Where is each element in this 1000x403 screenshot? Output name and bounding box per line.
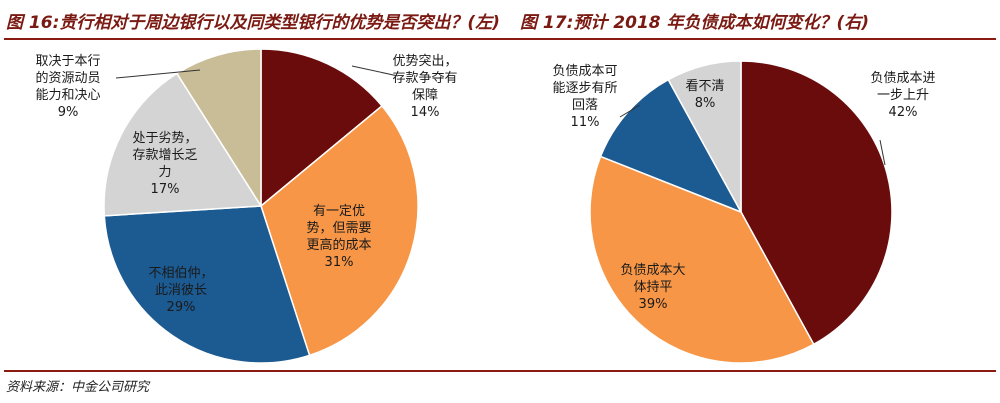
pie1-category-label-2: 有一定优 (313, 204, 365, 219)
pie2-category-label-1: 一步上升 (877, 88, 929, 103)
pie2-value-label-3: 11% (571, 115, 600, 130)
pie1-leader-line-1 (351, 65, 399, 77)
pie1-category-label-5: 的资源动员 (35, 70, 100, 86)
pie2-category-label-3: 负债成本可 (552, 64, 617, 79)
pie2-slice-4 (667, 60, 742, 213)
pie1-value-label-2: 31% (325, 255, 354, 270)
pie2-category-label-3: 回落 (572, 98, 598, 113)
title-rule (4, 38, 996, 40)
pie2-category-label-2: 负债成本大 (620, 263, 685, 278)
pie2-slice-1 (740, 60, 893, 346)
pie1-category-label-2: 势，但需要 (306, 220, 371, 236)
pie1-slice-5 (175, 48, 262, 209)
pie2-value-label-4: 8% (695, 96, 716, 111)
left-figure-title: 图 16:贵行相对于周边银行以及同类型银行的优势是否突出？(左) (6, 13, 500, 33)
pie1-slice-2 (260, 104, 419, 357)
pie2-slice-2 (589, 155, 815, 364)
pie1-category-label-1: 存款争夺有 (392, 71, 457, 86)
pie1-slice-1 (260, 48, 384, 208)
pie1-category-label-1: 优势突出， (392, 53, 457, 69)
pie1-category-label-4: 处于劣势， (132, 130, 197, 146)
pie2-category-label-4: 看不清 (685, 78, 724, 94)
pie2-category-label-2: 体持平 (633, 280, 672, 295)
right-figure-title: 图 17:预计 2018 年负债成本如何变化？(右) (520, 13, 870, 33)
pie1-slice-4 (103, 72, 263, 217)
pie1-category-label-4: 存款增长乏 (132, 148, 197, 163)
pie2-leader-line-3 (619, 104, 641, 118)
pie1-value-label-5: 9% (58, 105, 79, 120)
pie2-value-label-2: 39% (639, 297, 668, 312)
pie1-value-label-3: 29% (167, 300, 196, 315)
pie1-category-label-5: 取决于本行 (35, 54, 100, 69)
pie1-category-label-3: 不相伯仲， (148, 266, 213, 281)
pie1-value-label-1: 14% (411, 105, 440, 120)
pie1-category-label-1: 保障 (412, 88, 438, 103)
pie2-leader-line-1 (879, 139, 886, 166)
pie2-category-label-3: 能逐步有所 (552, 81, 617, 96)
source-note: 资料来源：中金公司研究 (6, 380, 150, 395)
pie1-category-label-2: 更高的成本 (306, 237, 371, 253)
pie1-category-label-3: 此消彼长 (155, 283, 207, 298)
pie2-category-label-1: 负债成本进 (870, 71, 935, 86)
source-rule (4, 370, 996, 372)
pie1-leader-line-5 (115, 69, 201, 79)
pie1-category-label-5: 能力和决心 (35, 88, 100, 103)
pie1-category-label-4: 力 (158, 165, 171, 180)
pie2-value-label-1: 42% (889, 105, 918, 120)
pie1-slice-3 (103, 205, 311, 364)
pie1-value-label-4: 17% (151, 182, 180, 197)
